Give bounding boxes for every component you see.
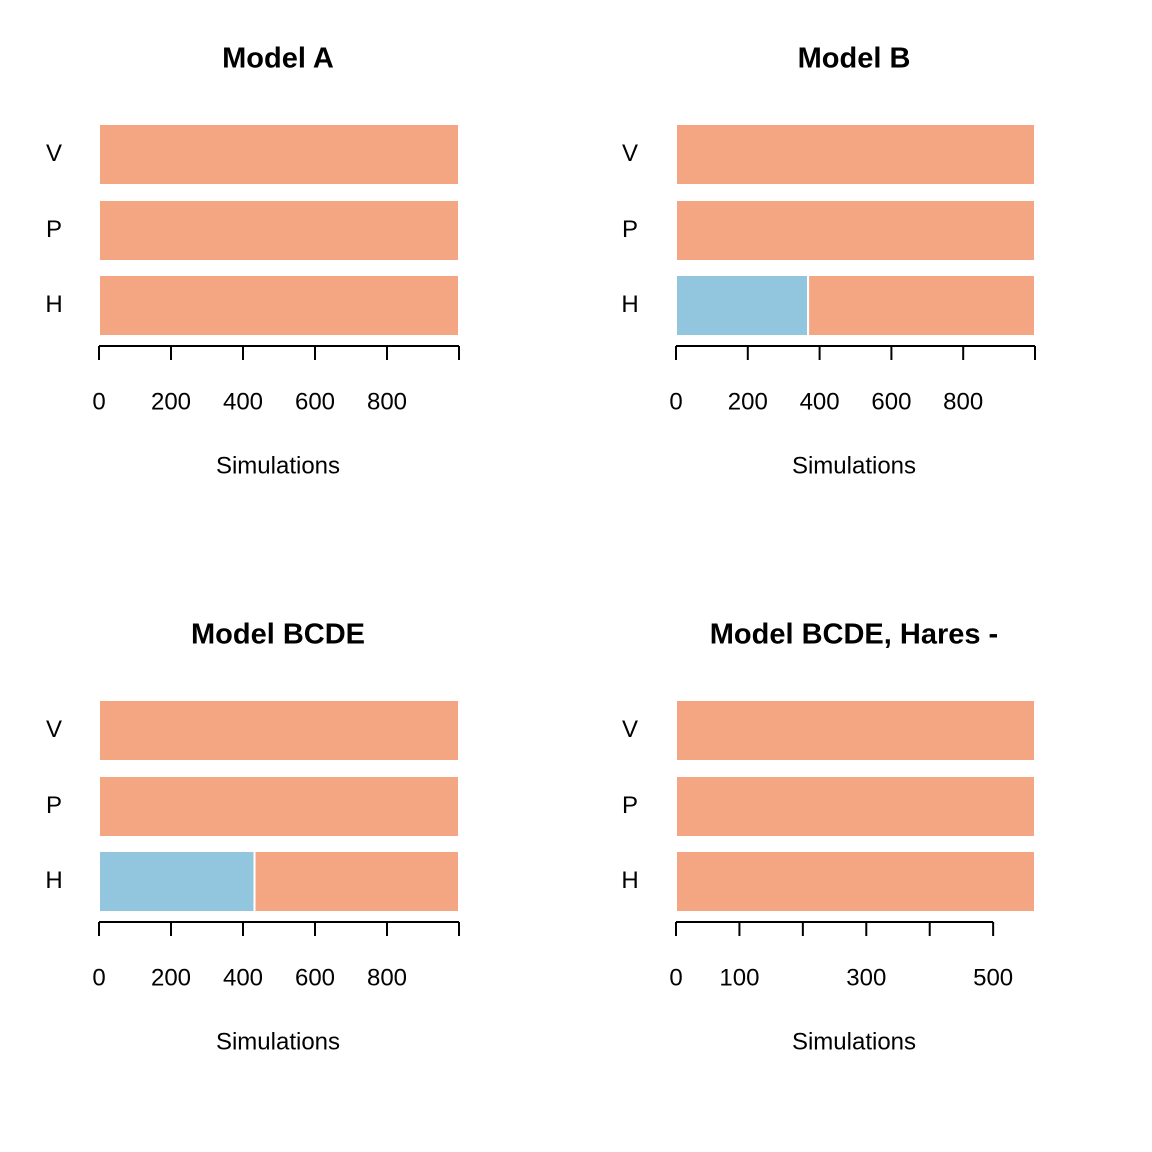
category-label-h: H (45, 867, 62, 894)
category-label-p: P (46, 792, 62, 819)
chart-title: Model A (222, 43, 334, 75)
x-tick-label: 200 (151, 964, 191, 991)
x-tick-label: 800 (367, 964, 407, 991)
category-label-v: V (46, 140, 62, 167)
x-tick-label: 100 (719, 964, 759, 991)
bar-v-series-2 (98, 699, 460, 762)
x-tick-label: 600 (871, 388, 911, 415)
category-label-p: P (622, 216, 638, 243)
chart-panel-2: Model B V P H 0 200 400 600 800 Simulations (621, 43, 1036, 479)
x-axis-title: Simulations (792, 452, 916, 479)
x-tick-label: 200 (728, 388, 768, 415)
bar-h-series-1 (675, 274, 810, 337)
bar-p-series-2 (675, 775, 1036, 838)
x-tick-label: 200 (151, 388, 191, 415)
chart-title: Model BCDE (191, 619, 365, 651)
x-tick-label: 0 (92, 964, 105, 991)
chart-title: Model BCDE, Hares - (710, 619, 998, 651)
chart-panel-3: Model BCDE V P H 0 200 400 600 800 Simulations (45, 619, 460, 1055)
x-axis-title: Simulations (216, 1028, 340, 1055)
x-axis-title: Simulations (792, 1028, 916, 1055)
bar-p-series-2 (98, 199, 460, 262)
x-tick-label: 400 (223, 388, 263, 415)
chart-title: Model B (798, 43, 911, 75)
x-tick-label: 400 (223, 964, 263, 991)
x-tick-label: 600 (295, 388, 335, 415)
bar-p-series-2 (675, 199, 1036, 262)
category-label-h: H (45, 291, 62, 318)
bar-h-series-2 (675, 850, 1036, 913)
x-tick-label: 400 (800, 388, 840, 415)
bar-v-series-2 (98, 123, 460, 186)
bar-h-series-2 (253, 850, 460, 913)
x-tick-label: 800 (943, 388, 983, 415)
category-label-p: P (46, 216, 62, 243)
bar-v-series-2 (675, 123, 1036, 186)
x-tick-label: 300 (846, 964, 886, 991)
x-tick-label: 0 (92, 388, 105, 415)
x-tick-label: 0 (669, 964, 682, 991)
category-label-v: V (622, 140, 638, 167)
x-tick-label: 500 (973, 964, 1013, 991)
category-label-p: P (622, 792, 638, 819)
x-tick-label: 800 (367, 388, 407, 415)
category-label-v: V (622, 716, 638, 743)
chart-panel-1: Model A V P H 0 200 400 600 800 Simulations (45, 43, 460, 479)
bar-v-series-2 (675, 699, 1036, 762)
x-tick-label: 0 (669, 388, 682, 415)
bar-h-series-2 (98, 274, 460, 337)
x-tick-label: 600 (295, 964, 335, 991)
bar-h-series-2 (807, 274, 1036, 337)
category-label-h: H (621, 291, 638, 318)
category-label-v: V (46, 716, 62, 743)
bar-p-series-2 (98, 775, 460, 838)
chart-panel-4: Model BCDE, Hares - V P H 0 100 300 500 Simulati… (621, 619, 1036, 1055)
bar-h-series-1 (98, 850, 256, 913)
category-label-h: H (621, 867, 638, 894)
x-axis-title: Simulations (216, 452, 340, 479)
